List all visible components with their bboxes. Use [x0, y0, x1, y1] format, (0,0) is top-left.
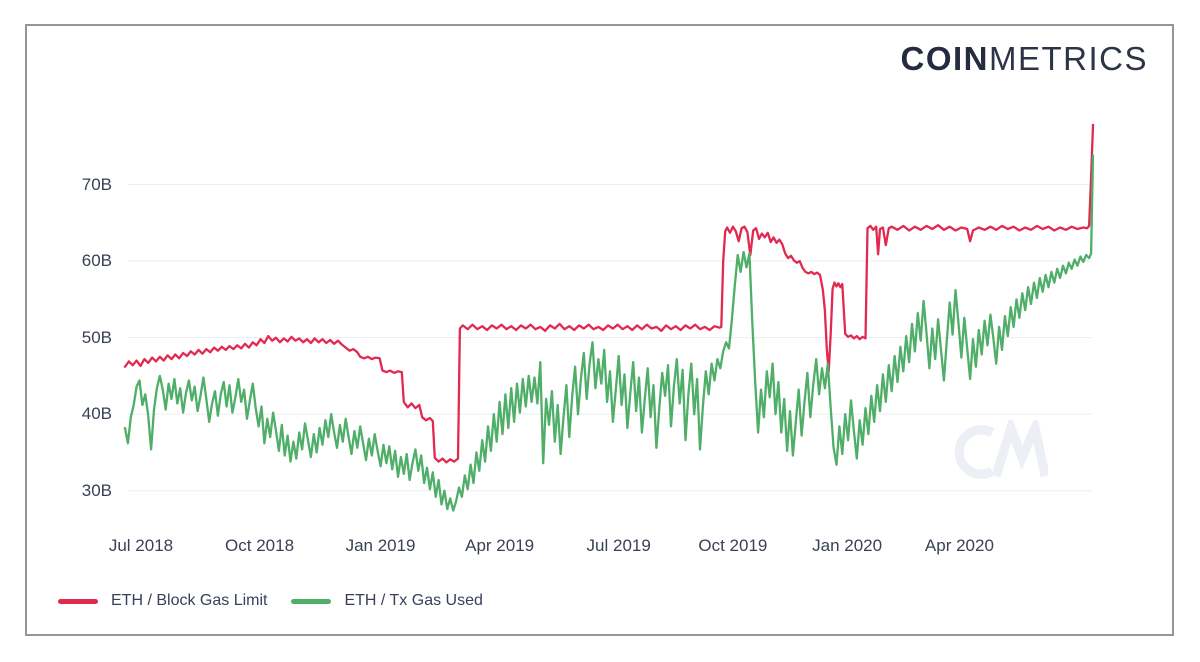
- logo-coin-text: COIN: [900, 40, 989, 77]
- y-tick-label: 60B: [81, 251, 112, 271]
- y-tick-label: 30B: [81, 480, 112, 500]
- x-tick-label: Jan 2020: [812, 536, 883, 555]
- x-tick-label: Apr 2019: [465, 536, 535, 555]
- cm-watermark-icon: [954, 420, 1048, 479]
- series-line: [123, 154, 1095, 512]
- chart-legend: ETH / Block Gas Limit ETH / Tx Gas Used: [58, 592, 483, 610]
- logo-metrics-text: METRICS: [989, 40, 1148, 77]
- legend-label: ETH / Block Gas Limit: [111, 592, 268, 609]
- x-tick-label: Jul 2018: [108, 536, 174, 555]
- legend-item[interactable]: ETH / Tx Gas Used: [291, 592, 483, 610]
- legend-swatch-icon: [291, 598, 332, 604]
- x-tick-label: Jul 2019: [586, 536, 651, 555]
- y-tick-label: 40B: [81, 404, 112, 424]
- y-tick-label: 70B: [81, 174, 112, 194]
- x-tick-label: Apr 2020: [924, 536, 994, 555]
- legend-swatch-icon: [58, 598, 98, 604]
- legend-item[interactable]: ETH / Block Gas Limit: [58, 592, 267, 610]
- series-line: [123, 123, 1095, 464]
- x-tick-label: Jan 2019: [345, 536, 416, 555]
- y-tick-label: 50B: [81, 327, 112, 347]
- chart-frame: [25, 24, 1174, 636]
- x-tick-label: Oct 2018: [225, 536, 295, 555]
- coinmetrics-logo: COINMETRICS: [901, 40, 1149, 78]
- x-tick-label: Oct 2019: [698, 536, 768, 555]
- legend-label: ETH / Tx Gas Used: [344, 592, 483, 609]
